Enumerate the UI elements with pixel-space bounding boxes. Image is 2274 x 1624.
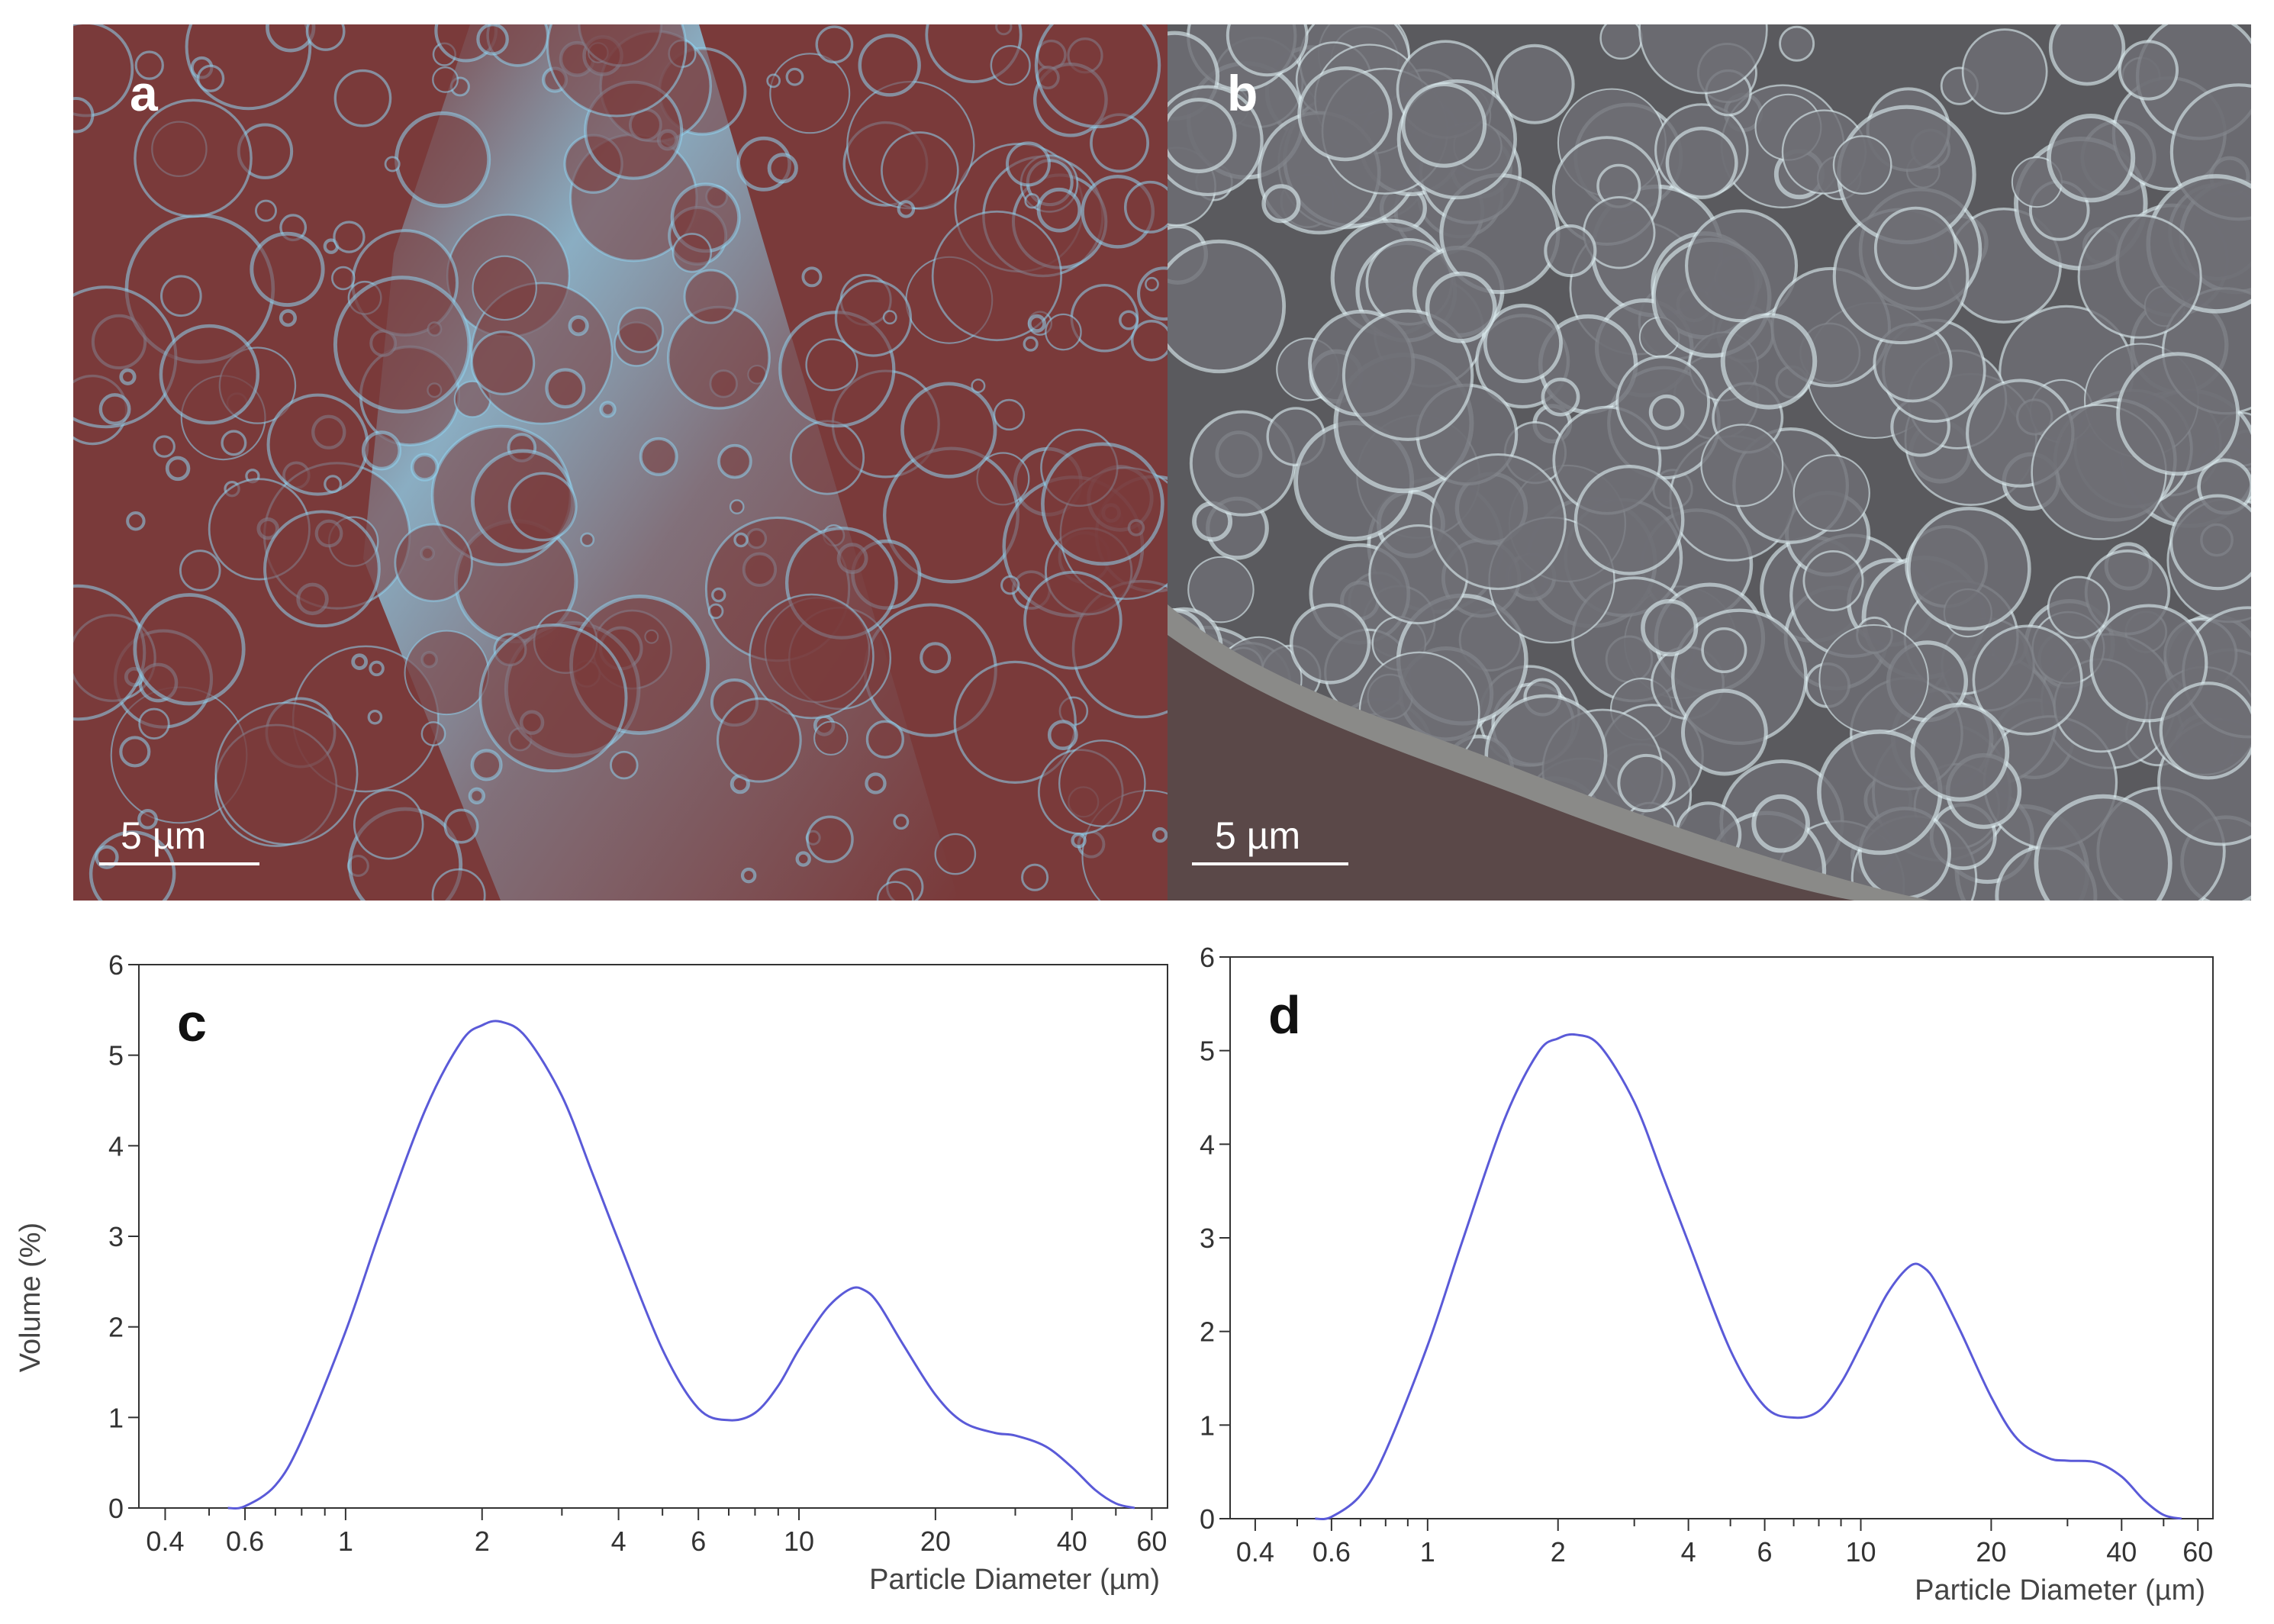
panel-label-b: b (1227, 65, 1258, 121)
x-tick-label: 1 (1420, 1536, 1435, 1568)
x-tick-label: 10 (784, 1526, 814, 1557)
chart-d: 0 1 2 3 4 5 6 0.4 0.6 1 2 4 6 10 20 40 60 Particle Diamet… (1200, 942, 2214, 1606)
x-tick-label: 6 (691, 1526, 706, 1557)
x-tick-label: 20 (920, 1526, 951, 1557)
x-tick-label: 2 (475, 1526, 490, 1557)
x-tick-label: 0.6 (226, 1526, 264, 1557)
scale-bar-a (99, 862, 259, 865)
x-tick-label: 6 (1757, 1536, 1773, 1568)
x-tick-label: 40 (1057, 1526, 1087, 1557)
panel-label-c: c (177, 993, 207, 1052)
x-tick-label: 0.4 (1236, 1536, 1274, 1568)
y-tick-label: 5 (1200, 1036, 1215, 1067)
y-tick-label: 4 (1200, 1129, 1215, 1160)
y-axis-label: Volume (%) (14, 1223, 47, 1372)
y-tick-label: 0 (1200, 1503, 1215, 1535)
micrograph-a (73, 24, 1168, 901)
chart-c: 0 1 2 3 4 5 6 0.4 0.6 1 2 4 6 10 20 40 60 Particle Diamet… (14, 949, 1168, 1596)
x-tick-label: 60 (2182, 1536, 2213, 1568)
y-tick-label: 0 (108, 1493, 124, 1524)
x-tick-label: 1 (338, 1526, 353, 1557)
micrograph-b-outside-region-dark (1168, 635, 1854, 901)
x-tick-label: 4 (611, 1526, 626, 1557)
x-axis-label: Particle Diameter (µm) (869, 1564, 1160, 1596)
x-tick-label: 0.4 (146, 1526, 184, 1557)
x-tick-label: 40 (2106, 1536, 2137, 1568)
x-tick-label: 4 (1681, 1536, 1696, 1568)
y-tick-label: 2 (1200, 1316, 1215, 1348)
micrograph-a-droplets (73, 24, 1168, 901)
y-tick-label: 6 (108, 949, 124, 981)
y-tick-label: 1 (108, 1402, 124, 1433)
y-tick-label: 5 (108, 1040, 124, 1071)
y-tick-label: 1 (1200, 1410, 1215, 1441)
y-tick-label: 6 (1200, 942, 1215, 973)
x-tick-label: 0.6 (1313, 1536, 1351, 1568)
y-tick-label: 4 (108, 1130, 124, 1162)
panel-label-a: a (130, 65, 158, 121)
y-tick-label: 3 (108, 1221, 124, 1252)
series-line-d (1315, 1033, 2182, 1521)
y-tick-label: 2 (108, 1312, 124, 1343)
chart-frame-c (138, 964, 1168, 1509)
x-tick-label: 60 (1136, 1526, 1167, 1557)
x-tick-label: 10 (1845, 1536, 1876, 1568)
series-line-c (227, 1020, 1135, 1510)
scale-bar-label-a: 5 µm (121, 814, 207, 857)
x-tick-label: 2 (1551, 1536, 1566, 1568)
panel-label-d: d (1268, 985, 1301, 1045)
scale-bar-b (1192, 862, 1348, 865)
micrograph-b (1168, 24, 2251, 901)
chart-frame-d (1229, 956, 2214, 1519)
micrograph-b-droplets (1168, 24, 2251, 901)
y-tick-label: 3 (1200, 1223, 1215, 1254)
micrograph-a-image (73, 24, 1168, 901)
micrograph-b-image (1168, 24, 2251, 901)
x-axis-label: Particle Diameter (µm) (1915, 1574, 2205, 1606)
scale-bar-label-b: 5 µm (1215, 814, 1301, 857)
x-tick-label: 20 (1976, 1536, 2006, 1568)
